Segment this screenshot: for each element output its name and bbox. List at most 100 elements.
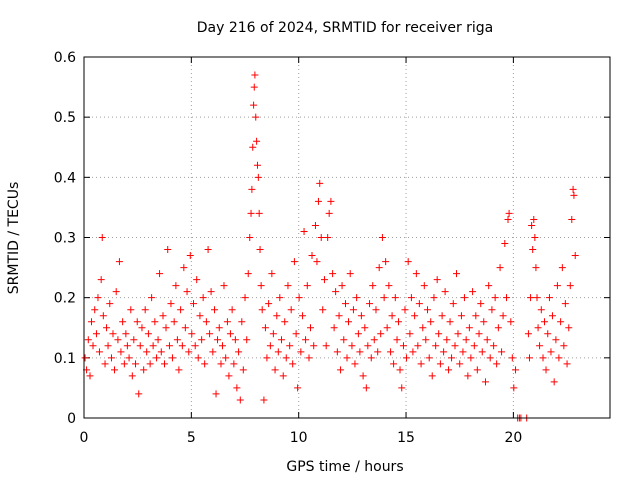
data-point — [341, 300, 349, 308]
data-point — [419, 324, 427, 332]
data-point — [255, 209, 263, 217]
data-point — [81, 354, 89, 362]
data-point — [327, 197, 335, 205]
data-point — [110, 366, 118, 374]
data-point — [154, 336, 162, 344]
data-point — [181, 324, 189, 332]
data-point — [91, 306, 99, 314]
data-point — [84, 336, 92, 344]
data-point — [370, 336, 378, 344]
y-tick-label: 0.3 — [54, 231, 76, 247]
data-point — [545, 294, 553, 302]
data-point — [218, 342, 226, 350]
data-point — [438, 312, 446, 320]
data-point — [422, 336, 430, 344]
data-point — [398, 384, 406, 392]
x-tick-label: 0 — [80, 430, 89, 446]
data-point — [148, 294, 156, 302]
data-point — [532, 264, 540, 272]
data-point — [357, 312, 365, 320]
data-point — [448, 354, 456, 362]
data-point — [563, 360, 571, 368]
data-point — [332, 288, 340, 296]
data-point — [222, 354, 230, 362]
data-point — [524, 330, 532, 338]
data-point — [215, 324, 223, 332]
data-point — [175, 366, 183, 374]
data-point — [244, 270, 252, 278]
data-point — [337, 366, 345, 374]
data-point — [212, 390, 220, 398]
data-point — [512, 366, 520, 374]
data-point — [382, 258, 390, 266]
data-point — [99, 312, 107, 320]
data-point — [161, 360, 169, 368]
data-point — [470, 342, 478, 350]
data-point — [135, 390, 143, 398]
data-point — [555, 354, 563, 362]
data-point — [460, 294, 468, 302]
data-point — [185, 348, 193, 356]
data-point — [112, 288, 120, 296]
data-point — [286, 342, 294, 350]
data-point — [199, 294, 207, 302]
data-point — [452, 270, 460, 278]
data-point — [254, 173, 262, 181]
data-point — [499, 312, 507, 320]
data-point — [177, 306, 185, 314]
data-point — [201, 360, 209, 368]
data-point — [136, 342, 144, 350]
data-point — [475, 330, 483, 338]
data-point — [281, 318, 289, 326]
data-point — [388, 312, 396, 320]
data-point — [361, 324, 369, 332]
data-point — [319, 306, 327, 314]
data-point — [115, 258, 123, 266]
data-point — [144, 330, 152, 338]
data-point — [274, 348, 282, 356]
data-point — [391, 294, 399, 302]
data-point — [252, 113, 260, 121]
data-point — [390, 360, 398, 368]
data-point — [529, 246, 537, 254]
data-point — [356, 348, 364, 356]
data-point — [534, 324, 542, 332]
data-point — [383, 324, 391, 332]
data-point — [395, 318, 403, 326]
data-point — [488, 306, 496, 314]
data-point — [338, 282, 346, 290]
data-point — [292, 330, 300, 338]
data-point — [178, 342, 186, 350]
tick-labels: 0 0.1 0.2 0.3 0.4 0.5 0.6 0 5 10 15 20 — [54, 50, 523, 446]
data-point — [462, 336, 470, 344]
data-point — [109, 330, 117, 338]
data-point — [276, 294, 284, 302]
data-point — [401, 306, 409, 314]
data-point — [186, 252, 194, 260]
data-point — [168, 354, 176, 362]
data-point — [310, 342, 318, 350]
data-point — [231, 336, 239, 344]
data-point — [553, 282, 561, 290]
data-point — [233, 384, 241, 392]
data-point — [351, 360, 359, 368]
data-point — [211, 306, 219, 314]
data-point — [278, 336, 286, 344]
data-point — [483, 336, 491, 344]
data-point — [266, 342, 274, 350]
data-point — [409, 348, 417, 356]
data-point — [362, 384, 370, 392]
data-point — [289, 360, 297, 368]
data-point — [202, 318, 210, 326]
data-point — [430, 294, 438, 302]
data-point — [194, 354, 202, 362]
data-point — [457, 312, 465, 320]
data-point — [496, 264, 504, 272]
data-point — [528, 221, 536, 229]
data-point — [411, 312, 419, 320]
data-point — [375, 264, 383, 272]
data-point — [527, 294, 535, 302]
data-points — [81, 71, 579, 422]
data-point — [302, 336, 310, 344]
